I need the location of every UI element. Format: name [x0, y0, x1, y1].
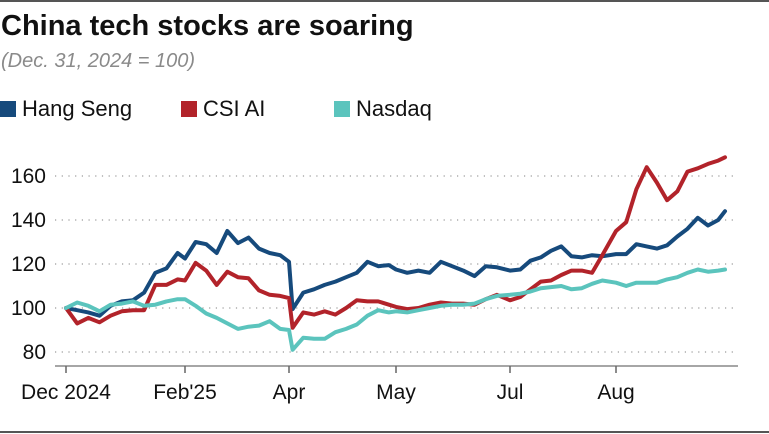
y-tick-label: 140 [11, 209, 46, 232]
series-line-csi-ai [64, 155, 727, 330]
x-tick-label: May [376, 381, 416, 404]
y-tick-label: 160 [11, 165, 46, 188]
legend: Hang Seng CSI AI Nasdaq [0, 96, 769, 122]
x-tick-label: Jul [497, 381, 524, 404]
y-tick-label: 80 [23, 341, 46, 364]
legend-swatch-hang-seng [0, 101, 16, 117]
series-line-nasdaq [64, 267, 727, 352]
x-tick-label: Dec 2024 [21, 381, 111, 404]
x-tick-label: Aug [597, 381, 634, 404]
series-line-hang-seng [64, 209, 727, 318]
legend-label-nasdaq: Nasdaq [356, 96, 432, 121]
legend-swatch-csi-ai [181, 101, 197, 117]
legend-label-hang-seng: Hang Seng [22, 96, 133, 121]
legend-label-csi-ai: CSI AI [203, 96, 266, 121]
legend-item-nasdaq: Nasdaq [334, 96, 432, 122]
y-tick-label: 100 [11, 297, 46, 320]
x-tick-label: Apr [273, 381, 306, 404]
legend-item-hang-seng: Hang Seng [0, 96, 132, 122]
legend-swatch-nasdaq [334, 101, 350, 117]
legend-item-csi-ai: CSI AI [181, 96, 265, 122]
bottom-border [0, 431, 769, 433]
chart-subtitle: (Dec. 31, 2024 = 100) [1, 50, 196, 72]
chart-title: China tech stocks are soaring [1, 10, 414, 42]
x-tick-label: Feb'25 [153, 381, 217, 404]
y-tick-label: 120 [11, 253, 46, 276]
top-border [0, 0, 769, 2]
